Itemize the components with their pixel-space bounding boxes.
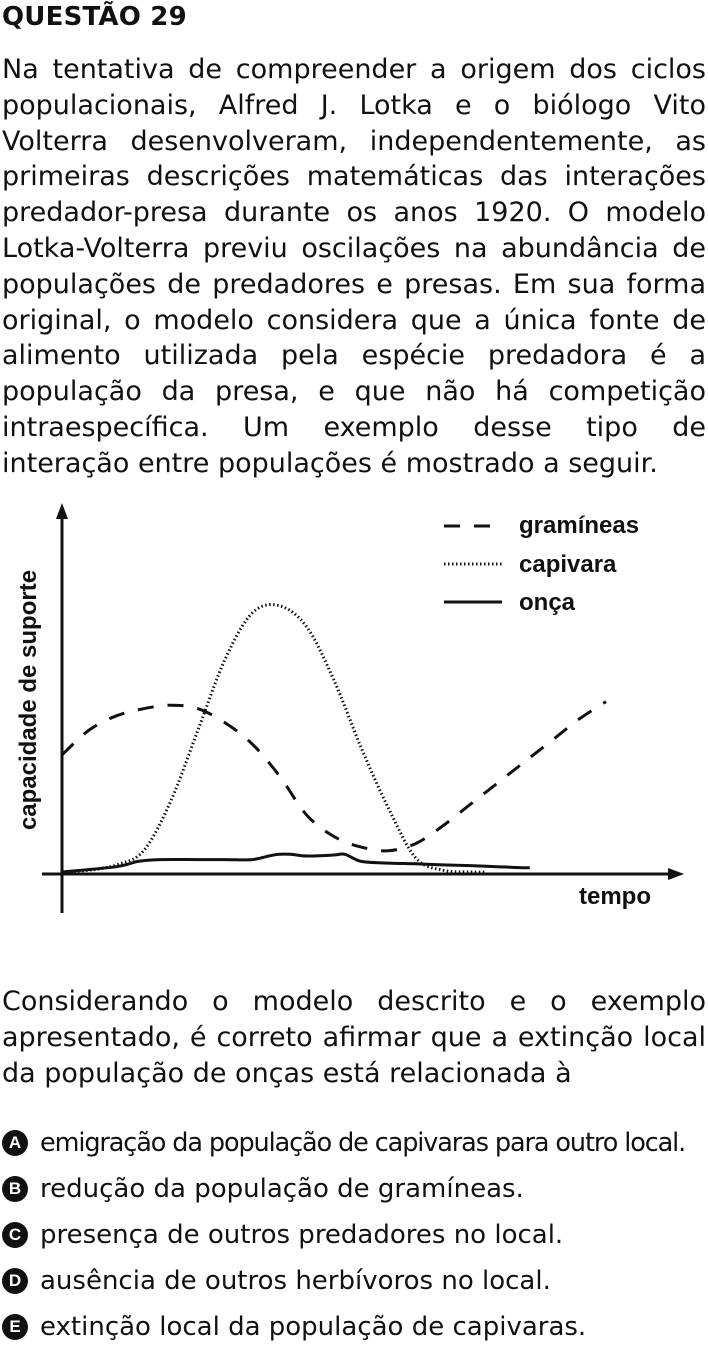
option-b-text: redução da população de gramíneas.: [40, 1174, 524, 1204]
option-b-letter: B: [2, 1176, 28, 1202]
answer-options: A emigração da população de capivaras pa…: [2, 1120, 708, 1350]
option-d-letter: D: [2, 1268, 28, 1294]
option-d[interactable]: D ausência de outros herbívoros no local…: [2, 1258, 708, 1304]
option-a[interactable]: A emigração da população de capivaras pa…: [2, 1120, 708, 1166]
option-a-letter: A: [2, 1130, 28, 1156]
option-e-letter: E: [2, 1314, 28, 1340]
option-b[interactable]: B redução da população de gramíneas.: [2, 1166, 708, 1212]
question-prompt-text: Considerando o modelo descrito e o exemp…: [2, 986, 706, 1089]
y-axis-label: capacidade de suporte: [15, 570, 42, 830]
x-axis-arrow: [668, 868, 684, 880]
series-line-onca: [61, 852, 530, 874]
series-layer: [60, 603, 607, 874]
legend-label-gramineas: gramíneas: [519, 512, 639, 539]
question-intro-text: Na tentativa de compreender a origem dos…: [2, 54, 706, 479]
option-c-text: presença de outros predadores no local.: [40, 1220, 564, 1250]
legend-label-onca: onça: [519, 589, 576, 616]
question-title: QUESTÃO 29: [2, 2, 187, 32]
option-e-text: extinção local da população de capivaras…: [40, 1312, 587, 1342]
population-chart: capacidade de suporte tempo gramíneas ca…: [15, 503, 684, 913]
option-d-text: ausência de outros herbívoros no local.: [40, 1266, 551, 1296]
option-a-text: emigração da população de capivaras para…: [40, 1128, 686, 1158]
option-e[interactable]: E extinção local da população de capivar…: [2, 1304, 708, 1350]
legend-label-capivara: capivara: [519, 551, 617, 578]
series-line-capivara: [61, 603, 487, 874]
series-line-gramineas: [60, 700, 607, 853]
option-c[interactable]: C presença de outros predadores no local…: [2, 1212, 708, 1258]
x-axis-label: tempo: [579, 883, 651, 910]
legend: gramíneas capivara onça: [444, 512, 639, 616]
y-axis-arrow: [56, 503, 68, 519]
axes: [42, 503, 684, 913]
option-c-letter: C: [2, 1222, 28, 1248]
